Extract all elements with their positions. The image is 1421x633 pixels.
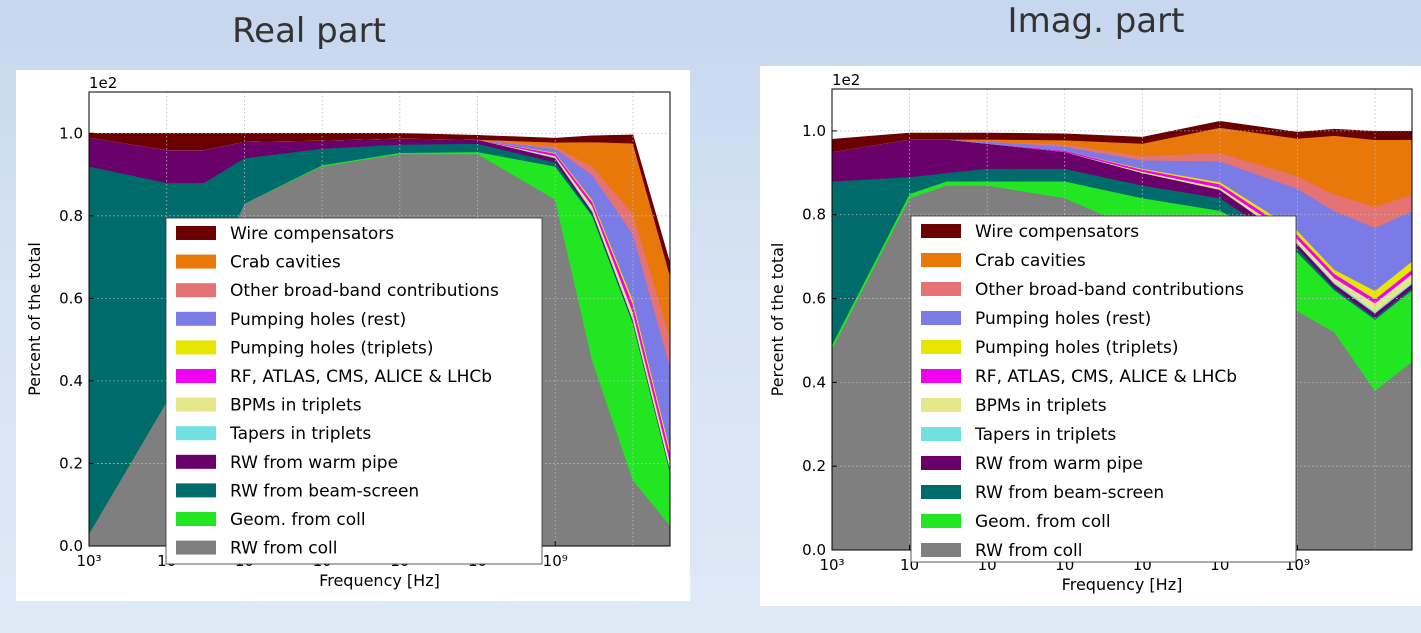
- legend-label: Tapers in triplets: [974, 425, 1116, 445]
- y-tick-label: 0.2: [802, 457, 826, 475]
- area-wire-compensators: [832, 120, 1412, 153]
- legend-swatch: [176, 254, 216, 269]
- legend-label: Pumping holes (triplets): [230, 338, 434, 358]
- legend-swatch: [921, 282, 961, 296]
- legend-swatch: [921, 398, 961, 412]
- y-tick-label: 0.4: [802, 373, 826, 391]
- y-tick-label: 0.8: [802, 206, 826, 224]
- legend-swatch: [176, 540, 216, 555]
- legend-label: BPMs in triplets: [230, 396, 362, 416]
- legend-label: Geom. from coll: [230, 510, 366, 530]
- legend-box: [165, 217, 543, 565]
- legend-swatch: [921, 427, 961, 441]
- legend-label: Pumping holes (rest): [975, 309, 1151, 329]
- y-tick-label: 0.6: [802, 290, 826, 308]
- y-tick-label: 1.0: [802, 122, 826, 140]
- legend-label: Other broad-band contributions: [975, 280, 1244, 300]
- y-tick-label: 0.2: [59, 454, 83, 472]
- legend: Wire compensators Crab cavities Other broa…: [910, 215, 1297, 563]
- legend-swatch: [176, 283, 216, 298]
- legend-swatch: [176, 311, 216, 326]
- y-scale-label: 1e2: [832, 71, 860, 89]
- legend-swatch: [176, 426, 216, 441]
- y-tick-label: 0.6: [59, 289, 83, 307]
- chart-title: Imag. part: [1008, 1, 1185, 41]
- legend-label: Pumping holes (triplets): [975, 338, 1179, 358]
- legend-swatch: [921, 253, 961, 267]
- x-axis-label: Frequency [Hz]: [319, 571, 440, 590]
- legend-label: RW from warm pipe: [230, 453, 398, 473]
- legend-swatch: [921, 456, 961, 470]
- y-tick-label: 0.0: [59, 537, 83, 555]
- legend-label: RW from beam-screen: [230, 481, 419, 501]
- legend-swatch: [176, 369, 216, 383]
- legend-label: Crab cavities: [975, 251, 1086, 271]
- x-tick-label: 10³: [76, 552, 101, 570]
- y-axis-label: Percent of the total: [25, 242, 44, 396]
- x-tick-label: 10³: [819, 556, 844, 574]
- y-tick-label: 0.4: [59, 372, 83, 390]
- legend-box: [910, 215, 1297, 563]
- legend-swatch: [176, 512, 216, 526]
- legend: Wire compensators Crab cavities Other broa…: [165, 217, 543, 565]
- legend-swatch: [921, 224, 961, 238]
- legend-label: RW from warm pipe: [975, 454, 1143, 474]
- legend-label: RW from beam-screen: [975, 483, 1164, 503]
- chart-title: Real part: [232, 11, 386, 51]
- legend-label: Wire compensators: [975, 222, 1139, 242]
- legend-label: Tapers in triplets: [229, 424, 371, 444]
- y-tick-label: 1.0: [59, 124, 83, 142]
- legend-label: Geom. from coll: [975, 512, 1111, 532]
- y-scale-label: 1e2: [89, 74, 117, 92]
- legend-swatch: [921, 311, 961, 325]
- x-axis-label: Frequency [Hz]: [1062, 575, 1183, 594]
- legend-swatch: [921, 340, 961, 354]
- legend-swatch: [176, 397, 216, 412]
- legend-label: Wire compensators: [230, 224, 394, 244]
- legend-label: RW from coll: [975, 541, 1083, 561]
- legend-label: RW from coll: [230, 539, 338, 559]
- legend-label: Other broad-band contributions: [230, 281, 499, 301]
- legend-swatch: [176, 340, 216, 355]
- x-tick-label: 10⁹: [543, 552, 568, 570]
- legend-label: Pumping holes (rest): [230, 310, 406, 330]
- legend-swatch: [176, 226, 216, 240]
- legend-swatch: [921, 485, 961, 499]
- legend-swatch: [921, 514, 961, 528]
- legend-label: BPMs in triplets: [975, 396, 1107, 416]
- y-axis-label: Percent of the total: [768, 243, 787, 397]
- y-tick-label: 0.0: [802, 541, 826, 559]
- legend-swatch: [921, 543, 961, 557]
- area-wire-compensators: [89, 132, 670, 276]
- chart-real-part: Real part0.00.20.40.60.81.010³1010101010…: [16, 11, 690, 601]
- legend-swatch: [176, 483, 216, 498]
- y-tick-label: 0.8: [59, 207, 83, 225]
- legend-label: Crab cavities: [230, 253, 341, 273]
- legend-label: RF, ATLAS, CMS, ALICE & LHCb: [975, 367, 1237, 387]
- legend-label: RF, ATLAS, CMS, ALICE & LHCb: [230, 367, 492, 387]
- legend-swatch: [921, 369, 961, 383]
- legend-swatch: [176, 454, 216, 469]
